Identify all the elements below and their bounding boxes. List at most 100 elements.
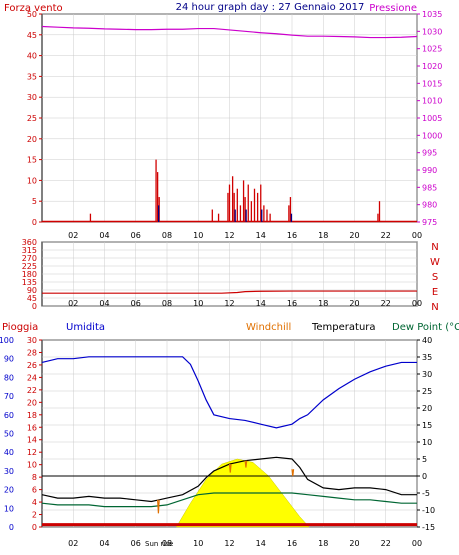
x-tick-label: 16 xyxy=(287,231,297,240)
temperature-tick-label: 20 xyxy=(422,404,432,413)
direction-tick-label: 0 xyxy=(32,302,37,311)
rain-tick-label: 26 xyxy=(27,361,37,370)
humidity-line xyxy=(41,356,417,429)
temperature-tick-label: 0 xyxy=(422,472,427,481)
temperature-tick-label: -5 xyxy=(422,489,430,498)
wind-direction-line xyxy=(42,290,417,294)
pressure-axis-label: Pressione xyxy=(369,3,417,14)
temperature-tick-label: 40 xyxy=(422,336,432,345)
x-tick-label: 10 xyxy=(193,231,203,240)
temperature-tick-label: 10 xyxy=(422,438,432,447)
dewpoint-line xyxy=(41,492,417,508)
temperature-tick-label: 15 xyxy=(422,421,432,430)
x-tick-label: 18 xyxy=(318,231,328,240)
compass-label: E xyxy=(432,287,438,298)
temperature-line xyxy=(41,456,417,503)
rain-tick-label: 4 xyxy=(32,498,37,507)
wind-tick-label: 0 xyxy=(32,218,37,227)
humidity-tick-label: 50 xyxy=(4,430,14,439)
windchill-mark xyxy=(291,469,295,477)
x-tick-label: 14 xyxy=(256,299,266,308)
x-tick-label: 12 xyxy=(224,231,234,240)
wind-tick-label: 20 xyxy=(27,135,37,144)
x-tick-label: 04 xyxy=(99,231,109,240)
rain-tick-label: 0 xyxy=(32,523,37,532)
pressure-tick-label: 1030 xyxy=(422,27,442,36)
x-tick-label: 20 xyxy=(349,231,359,240)
rain-tick-label: 2 xyxy=(32,511,37,520)
rain-tick-label: 24 xyxy=(27,373,37,382)
x-tick-label: 14 xyxy=(256,539,266,548)
wind-tick-label: 45 xyxy=(27,31,37,40)
humidity-tick-label: 60 xyxy=(4,411,14,420)
pressure-tick-label: 1015 xyxy=(422,79,442,88)
wind-axis-label: Forza vento xyxy=(4,3,63,14)
x-tick-label: 00 xyxy=(412,539,422,548)
direction-tick-label: 135 xyxy=(22,278,37,287)
humidity-tick-label: 30 xyxy=(4,467,14,476)
pressure-tick-label: 1025 xyxy=(422,45,442,54)
temperature-legend: Temperatura xyxy=(311,322,376,333)
x-tick-label: 06 xyxy=(131,231,141,240)
x-tick-label: 08 xyxy=(162,539,172,548)
x-tick-label: 06 xyxy=(131,299,141,308)
x-tick-label: 16 xyxy=(287,299,297,308)
x-tick-label: 22 xyxy=(381,231,391,240)
compass-label: N xyxy=(431,242,438,253)
rain-tick-label: 22 xyxy=(27,386,37,395)
rain-tick-label: 6 xyxy=(32,486,37,495)
rain-tick-label: 30 xyxy=(27,336,37,345)
rain-bar xyxy=(42,523,417,527)
wind-tick-label: 35 xyxy=(27,72,37,81)
rain-tick-label: 18 xyxy=(27,411,37,420)
x-tick-label: 12 xyxy=(224,539,234,548)
humidity-tick-label: 20 xyxy=(4,486,14,495)
sunrise-label: Sun rise xyxy=(145,540,173,548)
pressure-tick-label: 1020 xyxy=(422,62,442,71)
x-tick-label: 14 xyxy=(256,231,266,240)
x-tick-label: 18 xyxy=(318,539,328,548)
dewpoint-legend: Dew Point (°C xyxy=(392,322,459,333)
rain-tick-label: 10 xyxy=(27,461,37,470)
x-tick-label: 00 xyxy=(412,299,422,308)
x-tick-label: 20 xyxy=(349,539,359,548)
x-tick-label: 02 xyxy=(68,539,78,548)
temperature-tick-label: 30 xyxy=(422,370,432,379)
wind-tick-label: 30 xyxy=(27,93,37,102)
humidity-tick-label: 80 xyxy=(4,373,14,382)
direction-tick-label: 360 xyxy=(22,238,37,247)
pressure-tick-label: 975 xyxy=(422,218,437,227)
wind-tick-label: 40 xyxy=(27,52,37,61)
windchill-legend: Windchill xyxy=(246,322,291,333)
pressure-tick-label: 995 xyxy=(422,149,437,158)
rain-tick-label: 8 xyxy=(32,473,37,482)
rain-tick-label: 28 xyxy=(27,348,37,357)
windchill-mark xyxy=(157,499,160,514)
pressure-tick-label: 980 xyxy=(422,201,437,210)
x-tick-label: 00 xyxy=(412,231,422,240)
x-tick-label: 22 xyxy=(381,539,391,548)
rain-tick-label: 14 xyxy=(27,436,37,445)
humidity-tick-label: 70 xyxy=(4,392,14,401)
temperature-tick-label: 5 xyxy=(422,455,427,464)
direction-tick-label: 45 xyxy=(27,294,37,303)
compass-label: N xyxy=(431,302,438,313)
x-tick-label: 06 xyxy=(131,539,141,548)
pressure-tick-label: 990 xyxy=(422,166,437,175)
temperature-tick-label: 35 xyxy=(422,353,432,362)
x-tick-label: 04 xyxy=(99,539,109,548)
humidity-tick-label: 0 xyxy=(9,523,14,532)
x-tick-label: 10 xyxy=(193,539,203,548)
x-tick-label: 16 xyxy=(287,539,297,548)
rain-axis-label: Pioggia xyxy=(2,322,38,333)
humidity-tick-label: 40 xyxy=(4,448,14,457)
direction-tick-label: 90 xyxy=(27,286,37,295)
compass-label: S xyxy=(432,272,438,283)
rain-tick-label: 16 xyxy=(27,423,37,432)
x-tick-label: 18 xyxy=(318,299,328,308)
x-tick-label: 10 xyxy=(193,299,203,308)
direction-tick-label: 225 xyxy=(22,262,37,271)
x-tick-label: 08 xyxy=(162,299,172,308)
rain-tick-label: 12 xyxy=(27,448,37,457)
